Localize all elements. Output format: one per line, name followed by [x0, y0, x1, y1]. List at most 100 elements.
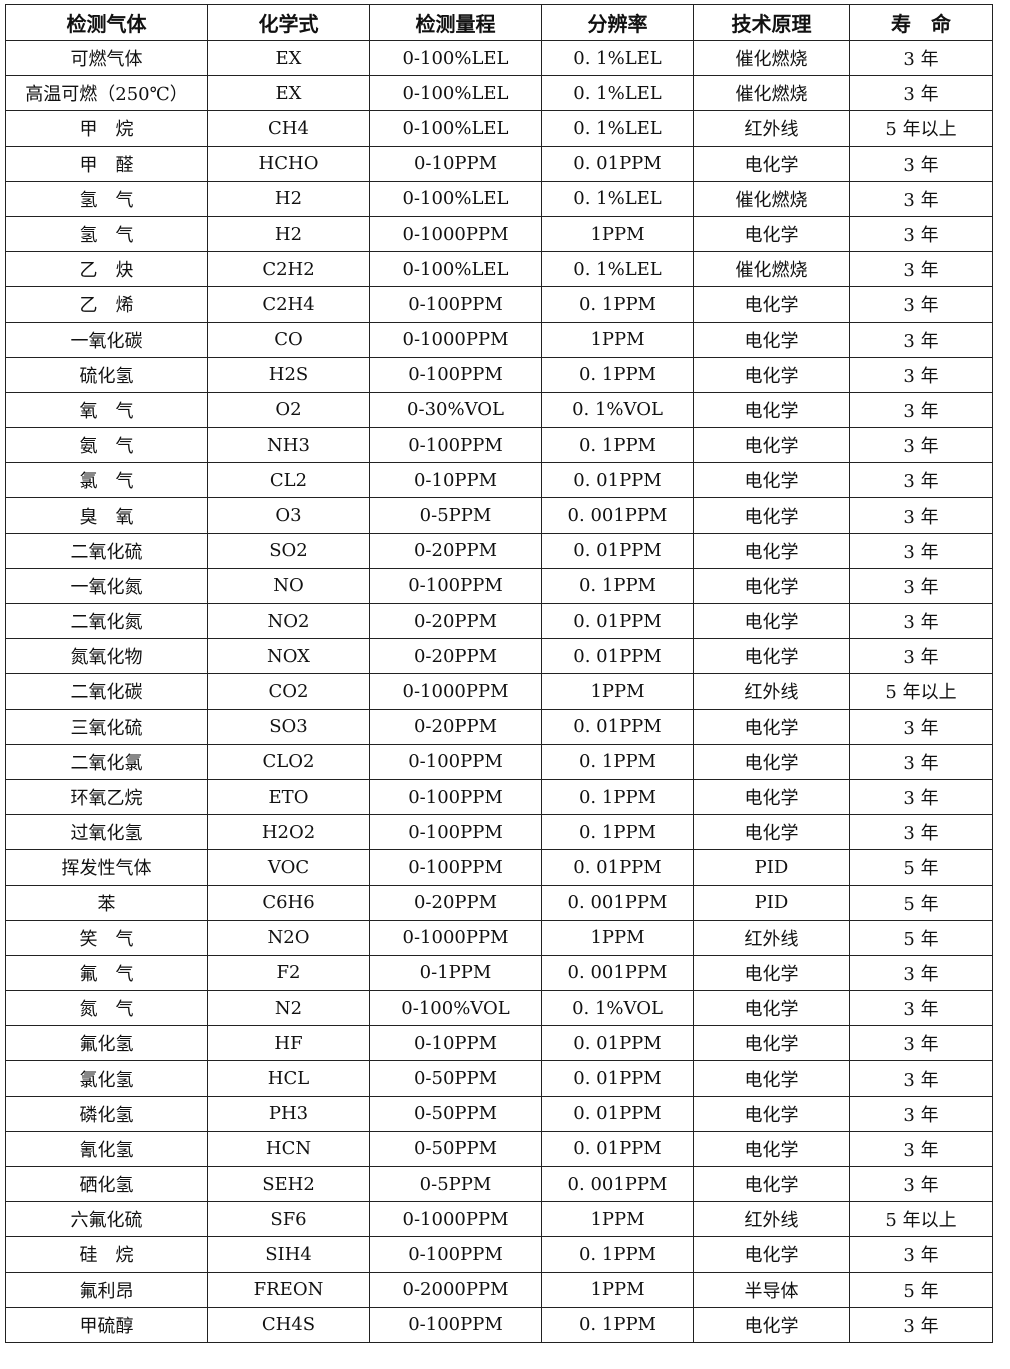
cell-resolution: 1PPM	[541, 215, 694, 253]
cell-principle: 电化学	[693, 1306, 850, 1343]
cell-range: 0-1PPM	[369, 954, 542, 992]
table-row: 氢 气 H2 0-1000PPM 1PPM 电化学 3 年	[5, 215, 993, 253]
cell-gas: 氰化氢	[5, 1130, 208, 1168]
table-row: 氯 气 CL2 0-10PPM 0. 01PPM 电化学 3 年	[5, 462, 993, 499]
table-row: 氧 气 O2 0-30%VOL 0. 1%VOL 电化学 3 年	[5, 391, 993, 429]
cell-formula: PH3	[207, 1095, 370, 1132]
cell-principle: 电化学	[693, 497, 850, 534]
cell-formula: HCN	[207, 1130, 370, 1168]
cell-resolution: 0. 1PPM	[541, 1306, 694, 1343]
cell-resolution: 0. 01PPM	[541, 1130, 694, 1168]
cell-principle: 电化学	[693, 814, 850, 851]
header-resolution: 分辨率	[541, 4, 694, 41]
table-row: 笑 气 N2O 0-1000PPM 1PPM 红外线 5 年	[5, 919, 993, 956]
cell-gas: 硅 烷	[5, 1236, 208, 1273]
cell-gas: 甲 烷	[5, 110, 208, 147]
cell-lifespan: 3 年	[849, 708, 993, 745]
cell-gas: 氢 气	[5, 180, 208, 217]
cell-gas: 笑 气	[5, 919, 208, 956]
cell-gas: 硫化氢	[5, 356, 208, 393]
cell-resolution: 0. 1PPM	[541, 743, 694, 780]
table-row: 乙 炔 C2H2 0-100%LEL 0. 1%LEL 催化燃烧 3 年	[5, 251, 993, 288]
cell-lifespan: 5 年以上	[849, 110, 993, 147]
cell-gas: 氮 气	[5, 990, 208, 1027]
cell-range: 0-10PPM	[369, 145, 542, 182]
header-lifespan: 寿 命	[849, 4, 993, 41]
cell-gas: 乙 炔	[5, 251, 208, 288]
cell-principle: 电化学	[693, 990, 850, 1027]
cell-principle: 半导体	[693, 1271, 850, 1308]
cell-gas: 苯	[5, 884, 208, 921]
cell-range: 0-100PPM	[369, 743, 542, 780]
cell-gas: 氢 气	[5, 215, 208, 253]
cell-gas: 氟 气	[5, 954, 208, 992]
header-row: 检测气体 化学式 检测量程 分辨率 技术原理 寿 命	[5, 4, 993, 41]
cell-resolution: 0. 1PPM	[541, 567, 694, 605]
table-row: 苯 C6H6 0-20PPM 0. 001PPM PID 5 年	[5, 884, 993, 921]
cell-resolution: 0. 01PPM	[541, 1095, 694, 1132]
cell-formula: C2H4	[207, 286, 370, 323]
cell-resolution: 0. 01PPM	[541, 849, 694, 886]
cell-lifespan: 3 年	[849, 567, 993, 605]
cell-resolution: 0. 1PPM	[541, 814, 694, 851]
cell-lifespan: 3 年	[849, 1095, 993, 1132]
cell-principle: 电化学	[693, 954, 850, 992]
cell-lifespan: 3 年	[849, 1236, 993, 1273]
cell-formula: VOC	[207, 849, 370, 886]
cell-formula: H2	[207, 180, 370, 217]
cell-lifespan: 3 年	[849, 778, 993, 816]
cell-principle: 电化学	[693, 427, 850, 464]
cell-principle: 电化学	[693, 778, 850, 816]
cell-range: 0-100PPM	[369, 1306, 542, 1343]
cell-principle: 电化学	[693, 1236, 850, 1273]
cell-lifespan: 5 年	[849, 884, 993, 921]
table-row: 甲 烷 CH4 0-100%LEL 0. 1%LEL 红外线 5 年以上	[5, 110, 993, 147]
cell-formula: CO2	[207, 673, 370, 710]
cell-range: 0-1000PPM	[369, 673, 542, 710]
table-row: 可燃气体 EX 0-100%LEL 0. 1%LEL 催化燃烧 3 年	[5, 39, 993, 77]
cell-gas: 高温可燃（250℃）	[5, 75, 208, 112]
cell-gas: 乙 烯	[5, 286, 208, 323]
table-row: 氟利昂 FREON 0-2000PPM 1PPM 半导体 5 年	[5, 1271, 993, 1308]
cell-resolution: 0. 01PPM	[541, 602, 694, 640]
header-formula: 化学式	[207, 4, 370, 41]
cell-resolution: 0. 1%LEL	[541, 39, 694, 77]
cell-range: 0-100PPM	[369, 427, 542, 464]
cell-principle: 电化学	[693, 708, 850, 745]
cell-resolution: 0. 1PPM	[541, 1236, 694, 1273]
table-row: 环氧乙烷 ETO 0-100PPM 0. 1PPM 电化学 3 年	[5, 778, 993, 816]
cell-range: 0-5PPM	[369, 497, 542, 534]
cell-resolution: 0. 001PPM	[541, 497, 694, 534]
cell-lifespan: 5 年	[849, 919, 993, 956]
cell-gas: 氟化氢	[5, 1025, 208, 1062]
cell-range: 0-5PPM	[369, 1165, 542, 1203]
table-row: 二氧化氯 CLO2 0-100PPM 0. 1PPM 电化学 3 年	[5, 743, 993, 780]
table-row: 挥发性气体 VOC 0-100PPM 0. 01PPM PID 5 年	[5, 849, 993, 886]
cell-formula: CH4	[207, 110, 370, 147]
table-row: 磷化氢 PH3 0-50PPM 0. 01PPM 电化学 3 年	[5, 1095, 993, 1132]
cell-range: 0-100%VOL	[369, 990, 542, 1027]
cell-principle: 红外线	[693, 673, 850, 710]
table-row: 氮氧化物 NOX 0-20PPM 0. 01PPM 电化学 3 年	[5, 638, 993, 675]
cell-gas: 氟利昂	[5, 1271, 208, 1308]
cell-gas: 过氧化氢	[5, 814, 208, 851]
cell-resolution: 0. 01PPM	[541, 1060, 694, 1097]
cell-formula: CLO2	[207, 743, 370, 780]
cell-principle: 红外线	[693, 919, 850, 956]
cell-resolution: 0. 1PPM	[541, 356, 694, 393]
cell-principle: 红外线	[693, 1201, 850, 1238]
cell-gas: 二氧化硫	[5, 532, 208, 569]
table-row: 高温可燃（250℃） EX 0-100%LEL 0. 1%LEL 催化燃烧 3 年	[5, 75, 993, 112]
cell-principle: 电化学	[693, 321, 850, 358]
cell-principle: 电化学	[693, 215, 850, 253]
cell-principle: 电化学	[693, 145, 850, 182]
cell-gas: 二氧化氯	[5, 743, 208, 780]
table-row: 氢 气 H2 0-100%LEL 0. 1%LEL 催化燃烧 3 年	[5, 180, 993, 217]
cell-resolution: 1PPM	[541, 919, 694, 956]
cell-resolution: 0. 1%LEL	[541, 75, 694, 112]
table-row: 氟化氢 HF 0-10PPM 0. 01PPM 电化学 3 年	[5, 1025, 993, 1062]
cell-range: 0-100PPM	[369, 1236, 542, 1273]
cell-formula: SO3	[207, 708, 370, 745]
table-row: 乙 烯 C2H4 0-100PPM 0. 1PPM 电化学 3 年	[5, 286, 993, 323]
table-row: 氮 气 N2 0-100%VOL 0. 1%VOL 电化学 3 年	[5, 990, 993, 1027]
